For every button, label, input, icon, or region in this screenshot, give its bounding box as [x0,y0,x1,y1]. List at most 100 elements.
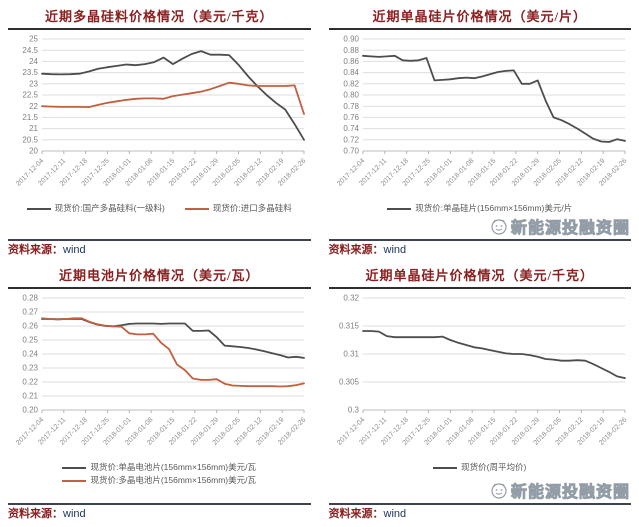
source-rule [328,503,631,505]
source-value: wind [383,508,407,520]
plot-area: 25 24.5 24 23.5 23 22.5 22 21.5 21 20.5 20 2017-12-… [8,31,311,203]
mascot-logo-icon [491,483,507,499]
watermark: 新能源投融资圈 [486,213,632,239]
y-tick-label: 0.80 [343,91,359,100]
legend-label: 现货价:单晶电池片(156mm×156mm)美元/瓦 [90,462,257,472]
chart-title: 近期单晶硅片价格情况（美元/千克） [365,268,595,283]
series-line [361,330,626,379]
y-tick-label: 0.70 [343,147,359,156]
chart-panel-mono-wafer-usd-per-piece: 近期单晶硅片价格情况（美元/片） 0.90 0.88 0.86 0.84 0.82 0.8… [326,2,635,261]
chart-legend: 现货价:单晶电池片(156mm×156mm)美元/瓦 现货价:多晶电池片(156m… [8,462,311,486]
source-rule [8,503,311,505]
y-tick-label: 23.5 [23,68,39,77]
y-tick-label: 24 [29,57,38,66]
y-tick-label: 0.86 [343,57,359,66]
y-tick-label: 0.90 [343,35,359,44]
source-rule [328,239,631,241]
chart-panel-solar-cell: 近期电池片价格情况（美元/瓦） 0.28 0.27 0.26 0.25 0.24 0.23… [5,261,314,525]
source-line: 资料来源：wind [8,508,311,521]
y-tick-label: 0.78 [343,102,359,111]
chart-panel-polysilicon-material: 近期多晶硅料价格情况（美元/千克） 25 24.5 24 23.5 23 22.5 22 21… [5,2,314,261]
chart-panel-mono-wafer-usd-per-kg: 近期单晶硅片价格情况（美元/千克） 0.32 0.315 0.31 0.305 0.3 2… [326,261,635,525]
y-tick-label: 22.5 [23,91,39,100]
line-chart: 2524.52423.52322.52221.52120.5202017-12-… [15,35,307,188]
line-chart: 0.280.270.260.250.240.230.220.210.202017… [15,294,307,447]
y-tick-label: 0.305 [339,378,360,387]
title-rule [328,287,631,289]
y-tick-label: 0.22 [23,378,39,387]
source-value: wind [63,244,86,256]
legend-label: 现货价:单晶硅片(156mm×156mm)美元/片 [415,203,573,213]
y-tick-label: 24.5 [23,46,39,55]
source-line: 资料来源：wind [8,244,311,257]
y-tick-label: 20 [29,147,38,156]
source-rule [8,239,311,241]
y-tick-label: 25 [29,35,38,44]
y-tick-label: 0.21 [23,392,39,401]
chart-legend: 现货价:国产多晶硅料(一级料) 现货价:进口多晶硅料 [8,203,311,214]
series-line [361,54,626,143]
y-tick-label: 21.5 [23,113,39,122]
source-value: wind [63,508,86,520]
legend-swatch-icon [62,479,87,482]
y-tick-label: 0.74 [343,124,359,133]
series-line [41,81,306,115]
legend-item: 现货价:单晶电池片(156mm×156mm)美元/瓦 [62,462,256,473]
watermark-text: 新能源投融资圈 [510,484,630,502]
y-tick-label: 0.28 [23,294,39,303]
source-label: 资料来源： [8,244,63,256]
title-rule [8,287,311,289]
source-value: wind [383,244,407,256]
chart-legend: 现货价:单晶硅片(156mm×156mm)美元/片 [329,203,632,214]
line-chart: 0.90 0.88 0.86 0.84 0.82 0.80 0.78 0.76 0.74 0.72… [336,35,628,188]
source-line: 资料来源：wind [329,244,632,257]
legend-item: 现货价:国产多晶硅料(一级料) [26,203,165,214]
legend-swatch-icon [433,466,458,469]
series-line [41,50,306,141]
title-rule [328,28,631,30]
plot-area: 0.32 0.315 0.31 0.305 0.3 2017-12-04 2017-12-1… [329,290,632,462]
y-tick-label: 0.82 [343,79,359,88]
source-label: 资料来源： [328,244,384,256]
legend-item: 现货价:进口多晶硅料 [184,203,292,214]
series-line [41,317,306,388]
legend-swatch-icon [26,207,51,210]
y-tick-label: 22 [29,102,38,111]
y-tick-label: 0.72 [343,135,359,144]
y-tick-label: 21 [29,124,38,133]
legend-swatch-icon [184,207,209,210]
y-tick-label: 20.5 [23,135,39,144]
watermark-text: 新能源投融资圈 [510,220,630,238]
title-rule [8,28,311,30]
y-tick-label: 0.3 [348,406,360,415]
legend-label: 现货价(周平均价) [461,462,527,472]
plot-area: 0.28 0.27 0.26 0.25 0.24 0.23 0.22 0.21 0.20 2017… [8,290,311,462]
plot-area: 0.90 0.88 0.86 0.84 0.82 0.80 0.78 0.76 0.74 0.72… [329,31,632,203]
y-tick-label: 0.32 [343,294,359,303]
spacer [8,486,311,503]
line-chart: 0.320.3150.310.3050.32017-12-042017-12-1… [336,294,628,447]
watermark: 新能源投融资圈 [486,477,632,503]
source-line: 资料来源：wind [329,508,632,521]
y-tick-label: 0.31 [343,350,359,359]
chart-title: 近期电池片价格情况（美元/瓦） [58,268,260,283]
series-line [41,318,306,359]
mascot-logo-icon [491,219,507,235]
legend-swatch-icon [387,207,412,210]
y-tick-label: 0.24 [23,350,39,359]
legend-label: 现货价:多晶电池片(156mm×156mm)美元/瓦 [90,475,257,485]
chart-title: 近期多晶硅料价格情况（美元/千克） [44,9,274,24]
y-tick-label: 0.26 [23,322,39,331]
legend-item: 现货价(周平均价) [433,462,526,473]
y-tick-label: 0.23 [23,364,39,373]
chart-title: 近期单晶硅片价格情况（美元/片） [372,9,588,24]
y-tick-label: 0.25 [23,336,39,345]
y-tick-label: 0.88 [343,46,359,55]
y-tick-label: 0.20 [23,406,39,415]
chart-legend: 现货价(周平均价) [329,462,632,473]
spacer [8,214,311,239]
legend-item: 现货价:多晶电池片(156mm×156mm)美元/瓦 [62,475,256,486]
source-label: 资料来源： [328,508,384,520]
y-tick-label: 23 [29,79,38,88]
